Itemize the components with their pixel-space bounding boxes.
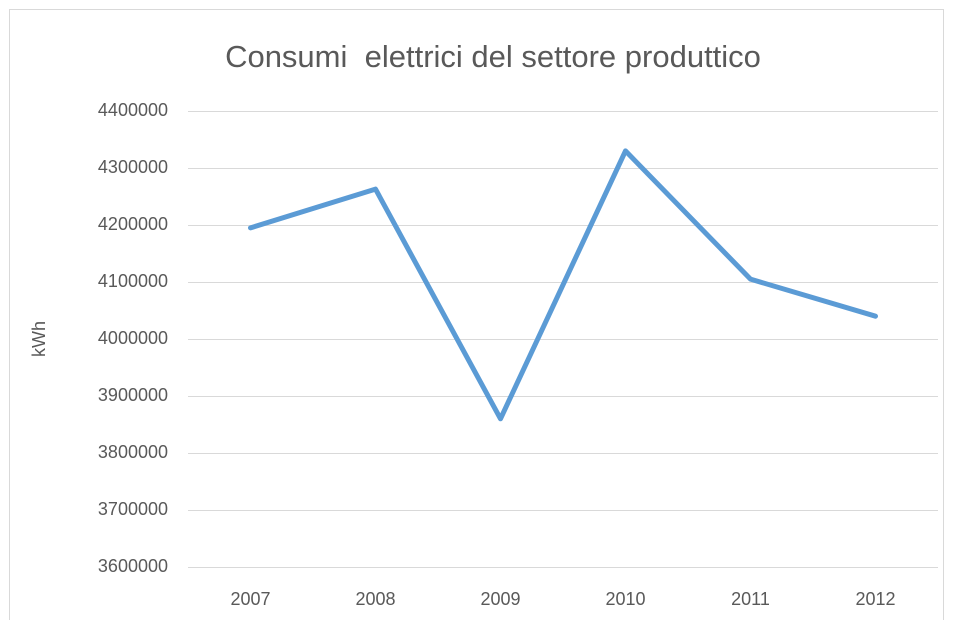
y-tick-label: 4200000	[98, 214, 168, 234]
y-tick-label: 3900000	[98, 385, 168, 405]
y-tick-label: 4400000	[98, 100, 168, 120]
data-line	[248, 148, 878, 422]
x-tick-label: 2007	[230, 589, 270, 609]
x-tick-label: 2009	[480, 589, 520, 609]
y-tick-label: 3600000	[98, 556, 168, 576]
x-tick-label: 2008	[355, 589, 395, 609]
y-tick-label: 4300000	[98, 157, 168, 177]
y-axis-label: kWh	[29, 321, 49, 357]
x-tick-label: 2010	[605, 589, 645, 609]
y-tick-label: 3700000	[98, 499, 168, 519]
chart-frame	[9, 9, 944, 620]
chart-title: Consumi elettrici del settore produttico	[225, 39, 761, 74]
y-tick-label: 4100000	[98, 271, 168, 291]
y-tick-label: 3800000	[98, 442, 168, 462]
x-tick-label: 2012	[855, 589, 895, 609]
y-tick-label: 4000000	[98, 328, 168, 348]
x-tick-label: 2011	[731, 589, 770, 609]
